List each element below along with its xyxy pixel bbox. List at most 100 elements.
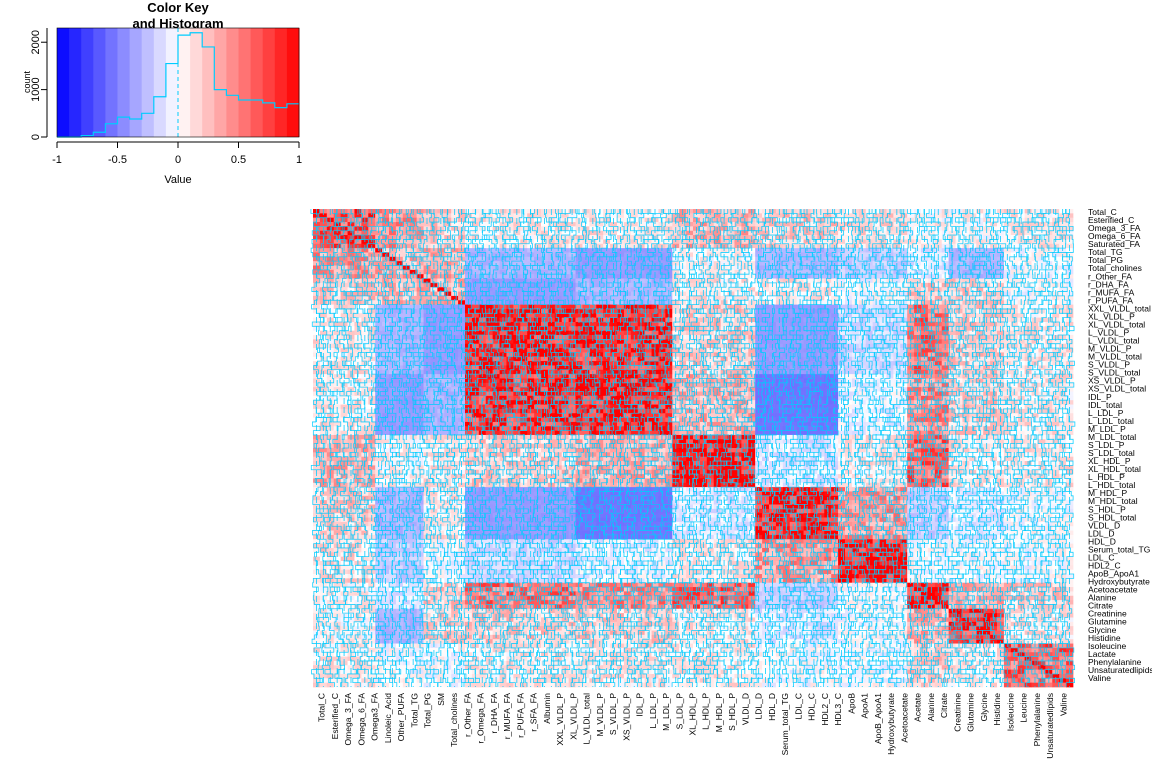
heatmap-cell: [665, 330, 673, 336]
color-key-band: [117, 28, 131, 137]
heatmap-cell: [706, 287, 715, 292]
heatmap-cell: [990, 278, 998, 284]
heatmap-cell: [955, 287, 963, 292]
heatmap-cell: [423, 330, 431, 336]
heatmap-cell: [713, 339, 721, 345]
heatmap-cell: [471, 321, 480, 327]
heatmap-cell: [851, 313, 860, 318]
heatmap-cell: [389, 230, 397, 236]
heatmap-cell: [1038, 348, 1046, 353]
heatmap-cell: [1045, 330, 1053, 336]
key-x-ticks: -1 -0.5 0 0.5 1: [52, 142, 302, 166]
heatmap-cell: [955, 230, 963, 236]
heatmap-cell: [395, 230, 404, 236]
heatmap-cell: [914, 213, 922, 219]
heatmap-cell: [561, 330, 569, 336]
heatmap-cell: [1059, 295, 1067, 301]
heatmap-cell: [969, 295, 977, 301]
heatmap-cell: [720, 321, 728, 327]
heatmap-cell: [741, 295, 749, 301]
heatmap-cell: [637, 330, 645, 336]
heatmap-cell: [1017, 339, 1025, 345]
heatmap-cell: [430, 321, 438, 327]
heatmap-cell: [395, 222, 404, 227]
color-key-band: [129, 28, 143, 137]
heatmap-cell: [637, 230, 645, 236]
heatmap-cell: [313, 230, 321, 236]
heatmap-cell: [727, 287, 735, 292]
heatmap-cell: [534, 230, 542, 236]
heatmap-cell: [748, 287, 756, 292]
heatmap-cell: [644, 287, 652, 292]
heatmap-cell: [416, 278, 424, 284]
heatmap-cell: [831, 330, 839, 336]
heatmap-cell: [699, 330, 708, 336]
heatmap-cell: [858, 222, 867, 227]
heatmap-cell: [927, 213, 936, 219]
heatmap-cell: [865, 295, 873, 301]
heatmap-cell: [962, 222, 970, 227]
heatmap-cell: [810, 230, 818, 236]
heatmap-cell: [506, 330, 514, 336]
heatmap-cell: [769, 313, 777, 318]
heatmap-cell: [886, 213, 894, 219]
heatmap-cell: [368, 339, 376, 345]
heatmap-cell: [686, 213, 694, 219]
heatmap-cell: [596, 230, 604, 236]
heatmap-cell: [1017, 304, 1025, 310]
key-title-line-2: and Histogram: [132, 16, 223, 31]
heatmap-cell: [1052, 339, 1060, 345]
heatmap-cell: [333, 222, 341, 227]
color-key-band: [190, 28, 203, 137]
heatmap-cell: [1010, 339, 1019, 345]
heatmap-cell: [775, 304, 784, 310]
heatmap-cell: [713, 348, 721, 353]
heatmap-cell: [506, 213, 514, 219]
heatmap-cell: [886, 295, 894, 301]
heatmap-cell: [395, 213, 404, 219]
heatmap-cell: [637, 222, 645, 227]
heatmap-cell: [430, 339, 438, 345]
heatmap-cell: [527, 230, 535, 236]
heatmap-cell: [748, 348, 756, 353]
heatmap-cell: [831, 356, 839, 362]
heatmap-cell: [333, 295, 341, 301]
heatmap-cell: [423, 356, 431, 362]
heatmap-cell: [1031, 348, 1039, 353]
heatmap-cell: [734, 304, 742, 310]
heatmap-cell: [886, 339, 894, 345]
heatmap-cell: [734, 222, 742, 227]
heatmap-cell: [775, 313, 784, 318]
heatmap-cell: [831, 321, 839, 327]
heatmap-cell: [340, 287, 348, 292]
heatmap-cell: [948, 321, 956, 327]
heatmap-cell: [319, 313, 328, 318]
heatmap-cell: [333, 348, 341, 353]
heatmap-cell: [838, 295, 846, 301]
heatmap-cell: [921, 313, 929, 318]
heatmap-cell: [672, 339, 680, 345]
heatmap-cell: [1010, 295, 1019, 301]
heatmap-cell: [395, 330, 404, 336]
color-key-band: [262, 28, 276, 137]
heatmap-cell: [762, 330, 770, 336]
heatmap-cell: [990, 356, 998, 362]
heatmap-cell: [437, 330, 445, 336]
heatmap-cell: [458, 222, 466, 227]
heatmap-cell: [347, 321, 355, 327]
heatmap-cell: [1052, 313, 1060, 318]
heatmap-cell: [941, 295, 949, 301]
heatmap-cell: [492, 213, 500, 219]
heatmap-cell: [976, 222, 984, 227]
key-x-tick-label: 1: [296, 154, 302, 166]
heatmap-cell: [693, 356, 701, 362]
heatmap-cell: [340, 348, 348, 353]
heatmap-cell: [948, 330, 956, 336]
heatmap-cell: [368, 295, 376, 301]
heatmap-cell: [1003, 213, 1012, 219]
heatmap-cell: [810, 304, 818, 310]
heatmap-cell: [451, 330, 459, 336]
heatmap-cell: [865, 348, 873, 353]
heatmap-cell: [554, 222, 563, 227]
heatmap-cell: [485, 230, 493, 236]
